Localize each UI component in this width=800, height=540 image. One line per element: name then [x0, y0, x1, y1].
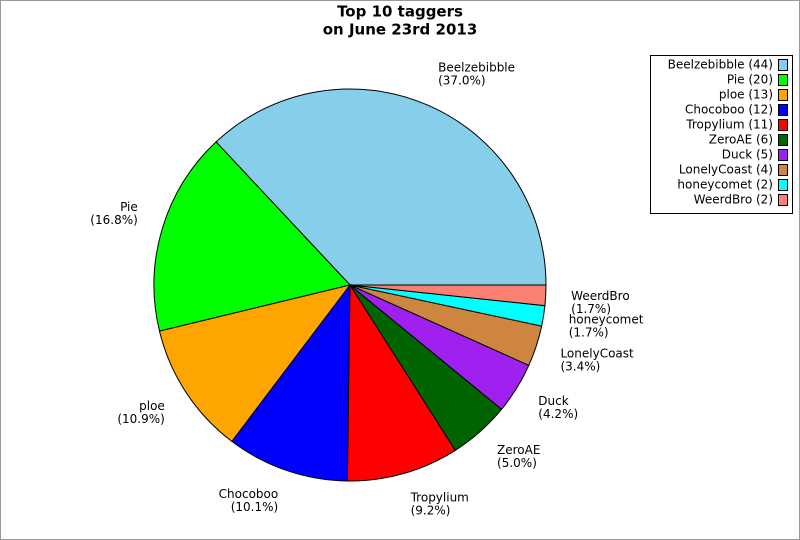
- legend-swatch: [778, 119, 788, 131]
- pie-slice: [215, 88, 547, 286]
- legend-swatch: [778, 89, 788, 101]
- legend-swatch: [778, 104, 788, 116]
- pie-slice: [158, 284, 352, 443]
- slice-percent: (3.4%): [560, 359, 600, 373]
- legend-label: Pie (20): [727, 73, 773, 87]
- slice-label: WeerdBro: [571, 289, 630, 303]
- slice-label: Chocoboo: [219, 487, 279, 501]
- legend-label: ZeroAE (6): [709, 133, 773, 147]
- slice-label: LonelyCoast: [560, 346, 634, 360]
- legend-swatch: [778, 194, 788, 206]
- legend-swatch: [778, 179, 788, 191]
- legend-label: honeycomet (2): [677, 178, 773, 192]
- legend-box: [650, 55, 793, 214]
- pie-slice: [349, 284, 547, 307]
- slice-percent: (37.0%): [438, 73, 485, 87]
- legend-label: Duck (5): [722, 148, 773, 162]
- legend-swatch: [778, 149, 788, 161]
- slice-label: honeycomet: [569, 312, 644, 326]
- pie-slice: [153, 141, 351, 332]
- slice-label: Tropylium: [410, 491, 469, 505]
- slice-percent: (9.2%): [411, 504, 451, 518]
- slice-percent: (4.2%): [538, 407, 578, 421]
- slice-percent: (10.1%): [231, 500, 278, 514]
- slice-percent: (16.8%): [90, 213, 137, 227]
- legend-swatch: [778, 164, 788, 176]
- legend-label: Chocoboo (12): [685, 103, 773, 117]
- slice-label: ZeroAE: [497, 443, 540, 457]
- pie-slice: [231, 283, 351, 482]
- legend-label: WeerdBro (2): [694, 193, 773, 207]
- chart-subtitle: on June 23rd 2013: [323, 21, 478, 39]
- slice-label: Beelzebibble: [438, 60, 515, 74]
- pie-slice: [346, 283, 457, 482]
- legend-label: Tropylium (11): [685, 118, 773, 132]
- slice-label: ploe: [139, 399, 165, 413]
- chart-title: Top 10 taggers: [337, 3, 463, 21]
- legend-label: LonelyCoast (4): [679, 163, 773, 177]
- legend-swatch: [778, 134, 788, 146]
- slice-label: Pie: [120, 200, 138, 214]
- slice-percent: (10.9%): [117, 412, 164, 426]
- slice-percent: (5.0%): [497, 456, 537, 470]
- legend-label: Beelzebibble (44): [668, 58, 773, 72]
- slice-percent: (1.7%): [571, 302, 611, 316]
- slice-label: Duck: [538, 394, 568, 408]
- legend-swatch: [778, 59, 788, 71]
- slice-percent: (1.7%): [569, 325, 609, 339]
- legend-label: ploe (13): [719, 88, 773, 102]
- legend-swatch: [778, 74, 788, 86]
